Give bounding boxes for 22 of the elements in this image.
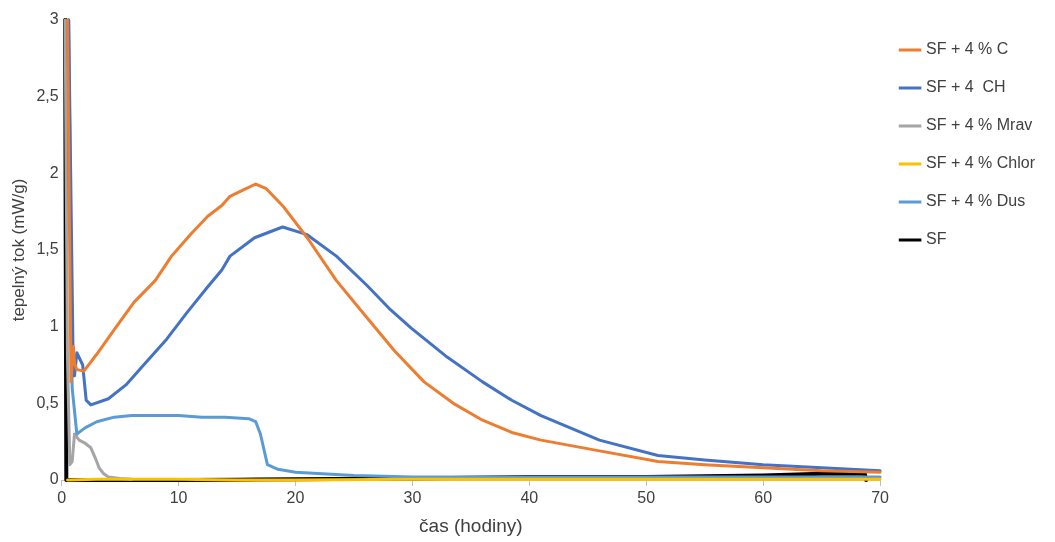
x-tick-label: 10 [169, 489, 188, 507]
x-tick-label: 30 [403, 489, 422, 507]
x-axis-title: čas (hodiny) [419, 514, 523, 536]
legend-label: SF + 4 % C [926, 40, 1009, 58]
x-tick-label: 70 [871, 489, 890, 507]
y-tick-label: 0 [49, 470, 59, 488]
y-tick-label: 3 [49, 10, 59, 28]
legend-label: SF [926, 230, 947, 248]
y-tick-label: 2,5 [36, 87, 59, 105]
y-tick-label: 0,5 [36, 393, 59, 411]
x-tick-label: 40 [520, 489, 539, 507]
legend-label: SF + 4 % Dus [926, 192, 1026, 210]
y-tick-label: 2 [49, 163, 59, 181]
x-tick-label: 50 [637, 489, 656, 507]
legend-label: SF + 4 % Chlor [926, 154, 1036, 172]
x-tick-label: 20 [286, 489, 305, 507]
y-tick-label: 1,5 [36, 240, 59, 258]
legend-label: SF + 4 CH [926, 78, 1006, 96]
legend-label: SF + 4 % Mrav [926, 116, 1033, 134]
y-axis-title: tepelný tok (mW/g) [8, 178, 28, 322]
x-tick-label: 60 [754, 489, 773, 507]
y-tick-label: 1 [49, 317, 59, 335]
